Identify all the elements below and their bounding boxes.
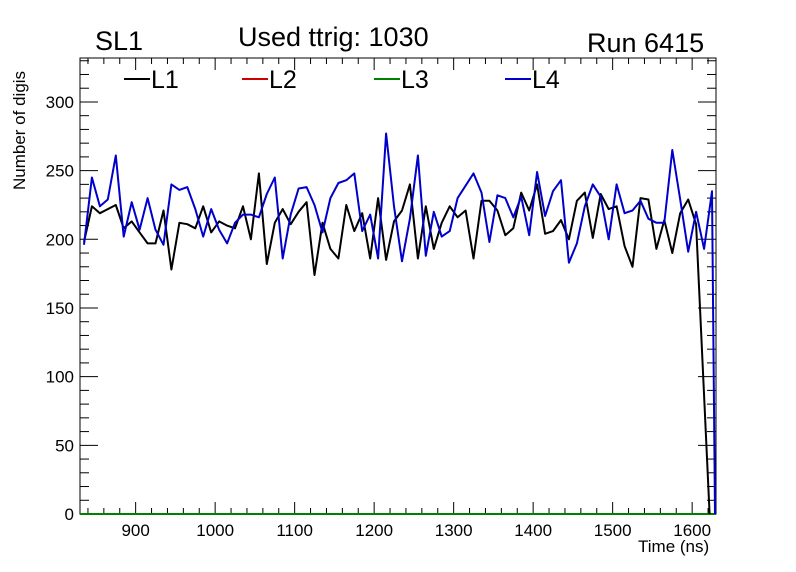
- x-tick-label: 900: [121, 521, 149, 540]
- y-tick-label: 300: [46, 93, 74, 112]
- legend-label-l4: L4: [532, 66, 560, 94]
- x-tick-label: 1100: [276, 521, 313, 540]
- superlayer-label: SL1: [95, 26, 144, 56]
- legend: L1 L2 L3 L4: [124, 66, 560, 94]
- x-tick-label: 1300: [435, 521, 473, 540]
- y-tick-label: 100: [46, 368, 74, 387]
- legend-label-l2: L2: [269, 66, 297, 94]
- y-axis-label: Number of digis: [10, 70, 29, 190]
- axes: 900 1000 1100 1200 1300 1400 1500 1600 0 50 100 150…: [46, 57, 717, 540]
- x-tick-label: 1400: [514, 521, 552, 540]
- x-tick-label: 1600: [673, 521, 711, 540]
- run-label: Run 6415: [587, 28, 705, 58]
- x-axis-label: Time (ns): [638, 537, 710, 556]
- y-tick-label: 200: [46, 230, 74, 249]
- y-tick-label: 50: [55, 436, 74, 455]
- chart-title: Used ttrig: 1030: [238, 22, 429, 52]
- plot-frame: [79, 57, 717, 515]
- x-tick-label: 1500: [594, 521, 632, 540]
- legend-label-l3: L3: [401, 66, 429, 94]
- series-line-l4: [83, 132, 716, 515]
- y-tick-label: 250: [46, 162, 74, 181]
- x-tick-label: 1200: [355, 521, 393, 540]
- series-line-l1: [83, 172, 711, 515]
- x-tick-label: 1000: [196, 521, 234, 540]
- legend-label-l1: L1: [151, 66, 179, 94]
- y-tick-label: 150: [46, 299, 74, 318]
- series-layer: [80, 132, 716, 515]
- y-tick-label: 0: [65, 505, 74, 524]
